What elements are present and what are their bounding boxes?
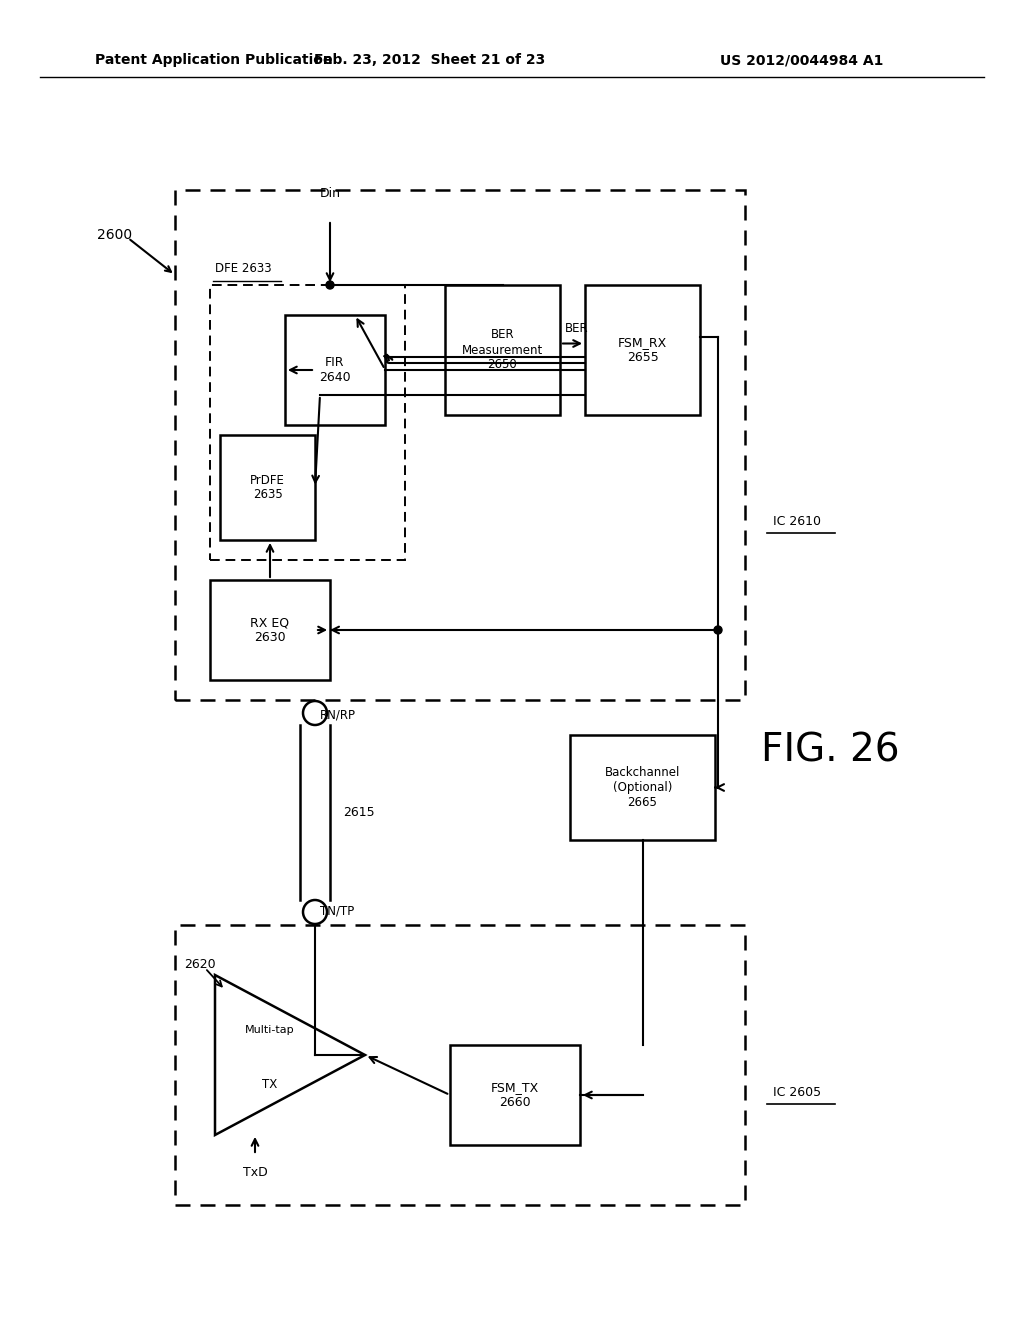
Text: TX: TX (262, 1078, 278, 1092)
Bar (445, 285, 560, 414)
Text: DFE 2633: DFE 2633 (215, 261, 271, 275)
Bar (585, 285, 700, 414)
Circle shape (303, 701, 327, 725)
Text: BER
Measurement
2650: BER Measurement 2650 (462, 329, 543, 371)
Bar (450, 1045, 580, 1144)
Bar (210, 285, 406, 560)
Text: FIG. 26: FIG. 26 (761, 731, 899, 770)
Text: RN/RP: RN/RP (319, 708, 356, 721)
Circle shape (326, 281, 334, 289)
Text: 2620: 2620 (184, 958, 216, 972)
Text: US 2012/0044984 A1: US 2012/0044984 A1 (720, 53, 884, 67)
Bar (175, 925, 745, 1205)
Bar (570, 735, 715, 840)
Circle shape (714, 626, 722, 634)
Bar (285, 315, 385, 425)
Text: TN/TP: TN/TP (319, 904, 354, 917)
Text: 2615: 2615 (343, 807, 375, 818)
Text: TxD: TxD (243, 1166, 267, 1179)
Text: PrDFE
2635: PrDFE 2635 (250, 474, 285, 502)
Text: Din: Din (319, 187, 341, 201)
Text: Feb. 23, 2012  Sheet 21 of 23: Feb. 23, 2012 Sheet 21 of 23 (314, 53, 546, 67)
Text: IC 2605: IC 2605 (773, 1086, 821, 1100)
Text: Backchannel
(Optional)
2665: Backchannel (Optional) 2665 (605, 766, 680, 809)
Bar (175, 190, 745, 700)
Text: Multi-tap: Multi-tap (245, 1026, 295, 1035)
Text: BER: BER (565, 322, 589, 335)
Circle shape (303, 900, 327, 924)
Bar (210, 579, 330, 680)
Text: Patent Application Publication: Patent Application Publication (95, 53, 333, 67)
Text: RX EQ
2630: RX EQ 2630 (251, 616, 290, 644)
Text: 2600: 2600 (97, 228, 132, 242)
Text: FSM_RX
2655: FSM_RX 2655 (617, 337, 667, 364)
Text: FSM_TX
2660: FSM_TX 2660 (490, 1081, 539, 1109)
Text: IC 2610: IC 2610 (773, 515, 821, 528)
Bar (220, 436, 315, 540)
Text: FIR
2640: FIR 2640 (319, 356, 351, 384)
